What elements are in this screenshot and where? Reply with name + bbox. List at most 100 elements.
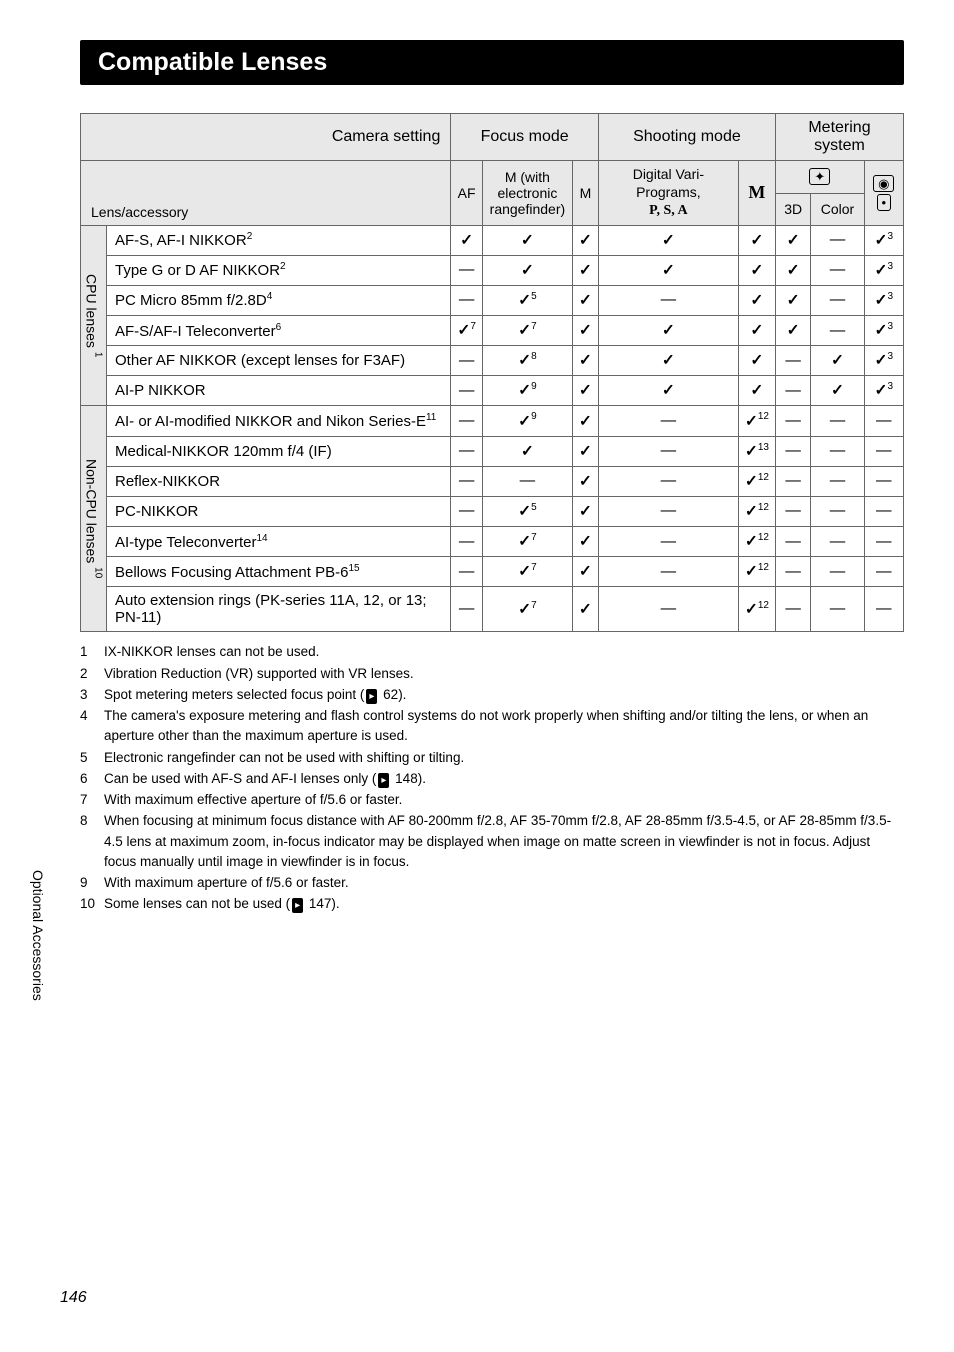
cell: [451, 255, 483, 285]
cell: [811, 406, 864, 436]
cell: [775, 225, 810, 255]
cell: [738, 225, 775, 255]
cell: 7: [451, 315, 483, 345]
cell: 3: [864, 255, 903, 285]
cell: [572, 527, 598, 557]
hdr-m-bold: M: [738, 161, 775, 226]
cell: [775, 315, 810, 345]
cell: [864, 406, 903, 436]
footnote: 8When focusing at minimum focus distance…: [80, 811, 904, 872]
cell: [451, 346, 483, 376]
cell: [451, 436, 483, 466]
cell: 3: [864, 315, 903, 345]
cell: 3: [864, 285, 903, 315]
cell: 3: [864, 346, 903, 376]
cell: [811, 587, 864, 632]
group-label: CPU lenses 1: [81, 225, 107, 406]
footnote: 5Electronic rangefinder can not be used …: [80, 748, 904, 768]
cell: [738, 346, 775, 376]
cell: 12: [738, 496, 775, 526]
cell: [482, 225, 572, 255]
hdr-color: Color: [811, 193, 864, 225]
hdr-spot-icon: ◉•: [864, 161, 903, 226]
cell: [811, 496, 864, 526]
cell: [598, 376, 738, 406]
cell: [775, 376, 810, 406]
cell: [572, 315, 598, 345]
footnote: 1IX-NIKKOR lenses can not be used.: [80, 642, 904, 662]
cell: [738, 255, 775, 285]
hdr-3d: 3D: [775, 193, 810, 225]
lens-name: PC Micro 85mm f/2.8D4: [107, 285, 451, 315]
cell: [451, 406, 483, 436]
cell: [775, 466, 810, 496]
page-title: Compatible Lenses: [80, 40, 904, 85]
footnote: 9With maximum aperture of f/5.6 or faste…: [80, 873, 904, 893]
cell: [811, 255, 864, 285]
cell: 7: [482, 557, 572, 587]
cell: [864, 557, 903, 587]
hdr-shooting-mode: Shooting mode: [598, 114, 775, 161]
lens-name: AF-S, AF-I NIKKOR2: [107, 225, 451, 255]
cell: 13: [738, 436, 775, 466]
cell: [775, 436, 810, 466]
hdr-camera-setting: Camera setting: [81, 114, 451, 161]
hdr-metering: Metering system: [775, 114, 903, 161]
hdr-digital-vari: Digital Vari-Programs,P, S, A: [598, 161, 738, 226]
group-label: Non-CPU lenses 10: [81, 406, 107, 632]
lens-name: AI-type Teleconverter14: [107, 527, 451, 557]
footnote: 4The camera's exposure metering and flas…: [80, 706, 904, 747]
cell: 7: [482, 315, 572, 345]
hdr-af: AF: [451, 161, 483, 226]
cell: [864, 466, 903, 496]
hdr-focus-mode: Focus mode: [451, 114, 599, 161]
cell: 8: [482, 346, 572, 376]
cell: [775, 587, 810, 632]
compatibility-table: Camera setting Focus mode Shooting mode …: [80, 113, 904, 632]
cell: [572, 466, 598, 496]
footnote: 6Can be used with AF-S and AF-I lenses o…: [80, 769, 904, 789]
cell: [482, 255, 572, 285]
cell: [572, 255, 598, 285]
cell: [738, 376, 775, 406]
cell: [572, 225, 598, 255]
page-number: 146: [60, 1289, 87, 1307]
cell: [598, 496, 738, 526]
cell: [451, 225, 483, 255]
cell: [451, 496, 483, 526]
cell: [572, 496, 598, 526]
cell: [738, 285, 775, 315]
cell: [598, 346, 738, 376]
cell: [451, 527, 483, 557]
cell: [572, 587, 598, 632]
cell: [451, 466, 483, 496]
cell: [864, 436, 903, 466]
footnote: 3Spot metering meters selected focus poi…: [80, 685, 904, 705]
lens-name: AF-S/AF-I Teleconverter6: [107, 315, 451, 345]
cell: 12: [738, 557, 775, 587]
cell: [451, 587, 483, 632]
cell: 7: [482, 587, 572, 632]
lens-name: Auto extension rings (PK-series 11A, 12,…: [107, 587, 451, 632]
cell: [572, 436, 598, 466]
lens-name: PC-NIKKOR: [107, 496, 451, 526]
cell: 12: [738, 527, 775, 557]
side-label: Optional Accessories: [30, 870, 46, 1001]
cell: 12: [738, 466, 775, 496]
cell: [811, 315, 864, 345]
hdr-matrix-icon: ✦: [775, 161, 864, 194]
cell: [864, 527, 903, 557]
hdr-lens-accessory: Lens/accessory: [81, 161, 451, 226]
footnote: 10Some lenses can not be used (▸ 147).: [80, 894, 904, 914]
cell: [598, 225, 738, 255]
cell: [598, 285, 738, 315]
cell: 3: [864, 225, 903, 255]
cell: [775, 496, 810, 526]
cell: [598, 315, 738, 345]
cell: [572, 346, 598, 376]
cell: [811, 557, 864, 587]
cell: [572, 376, 598, 406]
cell: [864, 496, 903, 526]
cell: [864, 587, 903, 632]
cell: [451, 557, 483, 587]
